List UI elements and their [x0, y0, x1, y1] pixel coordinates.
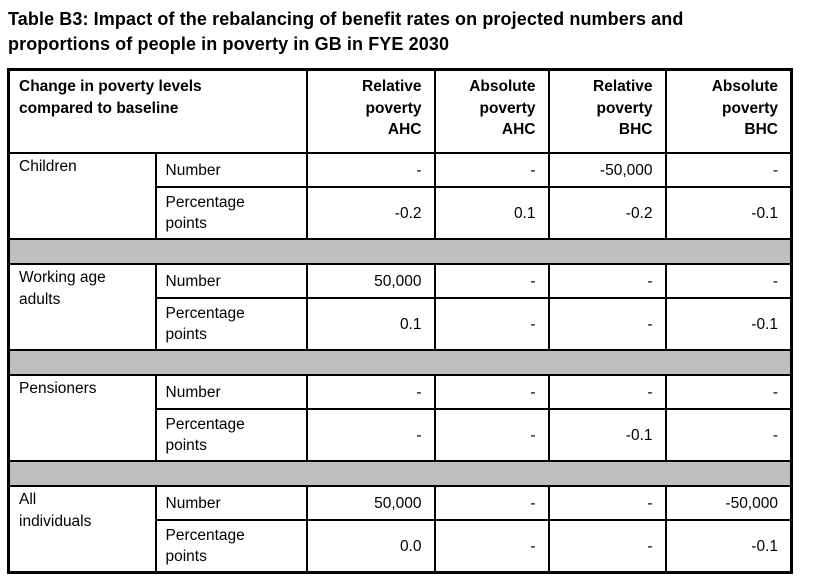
value-cell: -0.1: [547, 408, 667, 463]
value-cell: -: [305, 152, 436, 189]
table-note: Note: Figures may not sum due to roundin…: [7, 578, 810, 580]
row-label-percentage-points: Percentage points: [154, 186, 308, 241]
value-cell: -: [433, 374, 550, 411]
value-cell: -: [547, 297, 667, 352]
separator-band: [7, 460, 793, 488]
table-row-pensioners-percentage: Percentage points - - -0.1 -: [9, 408, 793, 463]
group-label-children: Children: [7, 152, 157, 241]
value-cell: -: [547, 263, 667, 300]
separator-row: [7, 460, 793, 488]
value-cell: -: [664, 408, 793, 463]
row-label-number: Number: [154, 263, 308, 300]
value-cell: -0.2: [305, 186, 436, 241]
value-cell: -: [433, 152, 550, 189]
value-cell: -: [547, 374, 667, 411]
value-cell: -0.1: [664, 186, 793, 241]
separator-row: [7, 238, 793, 266]
value-cell: -: [433, 297, 550, 352]
value-cell: -: [664, 152, 793, 189]
value-cell: -: [433, 519, 550, 574]
value-cell: -: [664, 263, 793, 300]
separator-band: [7, 238, 793, 266]
row-label-percentage-points: Percentage points: [154, 408, 308, 463]
value-cell: -: [664, 374, 793, 411]
value-cell: 0.1: [305, 297, 436, 352]
column-header-absolute-poverty-bhc: Absolute poverty BHC: [664, 68, 793, 155]
separator-band: [7, 349, 793, 377]
value-cell: -0.2: [547, 186, 667, 241]
row-label-percentage-points: Percentage points: [154, 297, 308, 352]
column-header-absolute-poverty-ahc: Absolute poverty AHC: [433, 68, 550, 155]
column-header-relative-poverty-bhc: Relative poverty BHC: [547, 68, 667, 155]
table-row-children-percentage: Percentage points -0.2 0.1 -0.2 -0.1: [9, 186, 793, 241]
header-row-label: Change in poverty levels compared to bas…: [7, 68, 308, 155]
table-row-children-number: Children Number - - -50,000 -: [7, 152, 793, 241]
value-cell: -: [547, 519, 667, 574]
value-cell: -50,000: [664, 485, 793, 522]
value-cell: -0.1: [664, 519, 793, 574]
value-cell: -: [433, 408, 550, 463]
row-label-percentage-points: Percentage points: [154, 519, 308, 574]
table-row-working-age-percentage: Percentage points 0.1 - - -0.1: [9, 297, 793, 352]
header-row: Change in poverty levels compared to bas…: [7, 68, 793, 155]
value-cell: 50,000: [305, 263, 436, 300]
table-row-all-individuals-number: All individuals Number 50,000 - - -50,00…: [7, 485, 793, 574]
table-row-all-individuals-percentage: Percentage points 0.0 - - -0.1: [9, 519, 793, 574]
value-cell: -: [433, 485, 550, 522]
value-cell: -: [433, 263, 550, 300]
value-cell: 0.1: [433, 186, 550, 241]
group-label-working-age-adults: Working age adults: [7, 263, 157, 352]
value-cell: -0.1: [664, 297, 793, 352]
table-title: Table B3: Impact of the rebalancing of b…: [8, 9, 684, 54]
poverty-impact-table: Change in poverty levels compared to bas…: [7, 68, 793, 575]
value-cell: 50,000: [305, 485, 436, 522]
row-label-number: Number: [154, 374, 308, 411]
value-cell: -: [547, 485, 667, 522]
table-row-working-age-number: Working age adults Number 50,000 - - -: [7, 263, 793, 352]
value-cell: -: [305, 408, 436, 463]
separator-row: [7, 349, 793, 377]
value-cell: -50,000: [547, 152, 667, 189]
table-row-pensioners-number: Pensioners Number - - - -: [7, 374, 793, 463]
group-label-all-individuals: All individuals: [7, 485, 157, 574]
row-label-number: Number: [154, 485, 308, 522]
group-label-pensioners: Pensioners: [7, 374, 157, 463]
row-label-number: Number: [154, 152, 308, 189]
value-cell: 0.0: [305, 519, 436, 574]
value-cell: -: [305, 374, 436, 411]
column-header-relative-poverty-ahc: Relative poverty AHC: [305, 68, 436, 155]
